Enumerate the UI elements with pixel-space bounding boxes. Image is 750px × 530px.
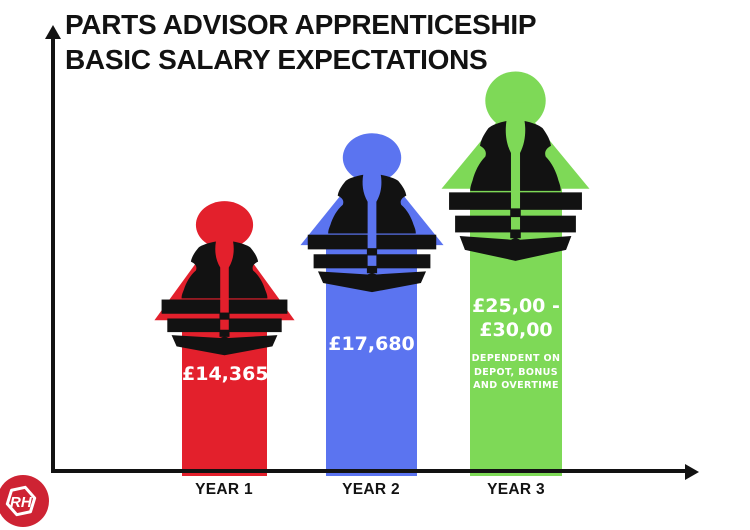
rh-logo: RH [0, 475, 49, 527]
vest-left-panel [181, 241, 221, 299]
vest-right-panel [520, 120, 561, 191]
x-label-year1: YEAR 1 [195, 481, 253, 498]
bar-year3-value: £25,00 - £30,00 [470, 294, 562, 342]
vest-bottom-strap [317, 271, 427, 293]
lifejacket-figure-year1 [154, 201, 295, 356]
vest-bottom-strap [171, 335, 278, 356]
bar-year3-note-line3: AND OVERTIME [473, 380, 559, 391]
logo-circle [0, 475, 49, 527]
vest-bottom-strap [459, 236, 572, 261]
lifejacket-figure-year3 [441, 71, 590, 261]
bar-year3-note-line2: DEPOT, BONUS [473, 366, 559, 378]
figure-neck [499, 102, 532, 165]
logo-hexagon-icon [5, 485, 37, 517]
y-axis-line [51, 36, 55, 473]
x-axis-arrow-icon [685, 463, 699, 480]
bar-year3-value-line2: £30,00 [479, 319, 553, 341]
figure-head [342, 133, 402, 183]
bar-year1-value: £14,365 [182, 363, 269, 385]
logo-text: RH [10, 494, 33, 511]
x-axis-line [51, 469, 688, 473]
figure-neck [356, 159, 388, 212]
chart-title: PARTS ADVISOR APPRENTICESHIP BASIC SALAR… [65, 7, 537, 77]
title-line-1: PARTS ADVISOR APPRENTICESHIP [65, 9, 537, 40]
vest-left-panel [328, 174, 368, 234]
title-line-2: BASIC SALARY EXPECTATIONS [65, 44, 488, 75]
figure-head [485, 71, 546, 130]
bar-year3-note-line1: DEPENDENT ON [471, 353, 561, 364]
lifejacket-figure-year2 [300, 133, 444, 293]
x-label-year3: YEAR 3 [487, 481, 545, 498]
x-label-year2: YEAR 2 [342, 481, 400, 498]
vest-right-panel [228, 241, 268, 299]
figure-neck [209, 226, 240, 278]
y-axis-arrow-icon [45, 25, 61, 39]
vest-right-panel [376, 174, 416, 234]
figure-head [195, 201, 254, 249]
bar-year2-value: £17,680 [328, 333, 415, 355]
vest-left-panel [470, 120, 511, 191]
bar-year3-note: DEPENDENT ON DEPOT, BONUS AND OVERTIME [470, 352, 562, 393]
bar-year3-value-line1: £25,00 - [472, 295, 560, 317]
